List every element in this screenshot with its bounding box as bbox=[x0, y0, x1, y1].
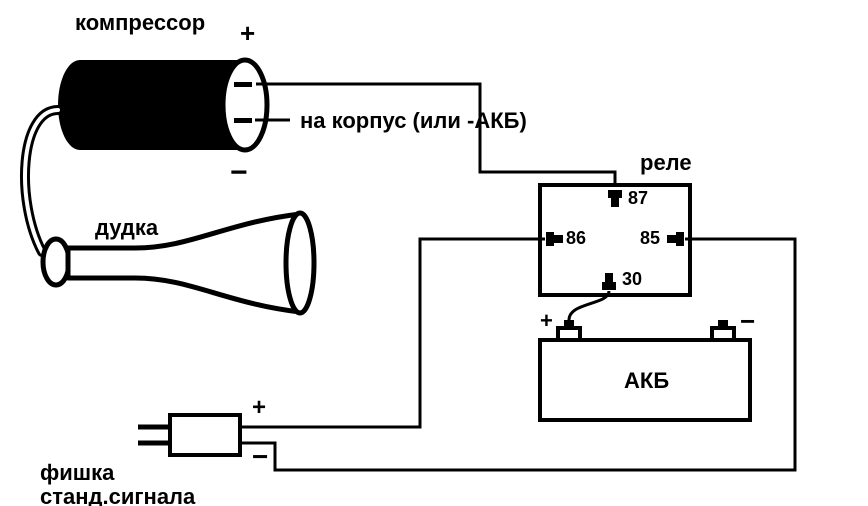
plug-minus-sign: − bbox=[252, 441, 268, 472]
wiring-diagram: компрессор + − на корпус (или -АКБ) дудк… bbox=[0, 0, 868, 506]
relay-label: реле bbox=[640, 150, 692, 175]
wire-comp-to-87 bbox=[256, 84, 615, 185]
compressor bbox=[58, 60, 267, 150]
compressor-plus-sign: + bbox=[240, 18, 255, 48]
plug-label-line2: станд.сигнала bbox=[40, 484, 196, 506]
battery-label: АКБ bbox=[624, 368, 669, 393]
stock-signal-plug bbox=[138, 415, 240, 455]
to-case-label: на корпус (или -АКБ) bbox=[300, 108, 527, 133]
plug-plus-sign: + bbox=[252, 394, 266, 421]
plug-label-line1: фишка bbox=[40, 460, 115, 485]
compressor-minus-sign: − bbox=[230, 156, 248, 189]
relay-pin-86: 86 bbox=[566, 228, 586, 248]
battery-minus-sign: − bbox=[740, 306, 755, 336]
battery-plus-sign: + bbox=[540, 308, 553, 333]
relay-pin-85: 85 bbox=[640, 228, 660, 248]
compressor-label: компрессор bbox=[75, 10, 205, 35]
relay: 87 86 85 30 bbox=[540, 185, 690, 295]
horn-label: дудка bbox=[95, 215, 159, 240]
air-hose-outer bbox=[25, 110, 58, 252]
relay-pin-30: 30 bbox=[622, 269, 642, 289]
relay-pin-87: 87 bbox=[628, 188, 648, 208]
horn bbox=[43, 213, 314, 313]
